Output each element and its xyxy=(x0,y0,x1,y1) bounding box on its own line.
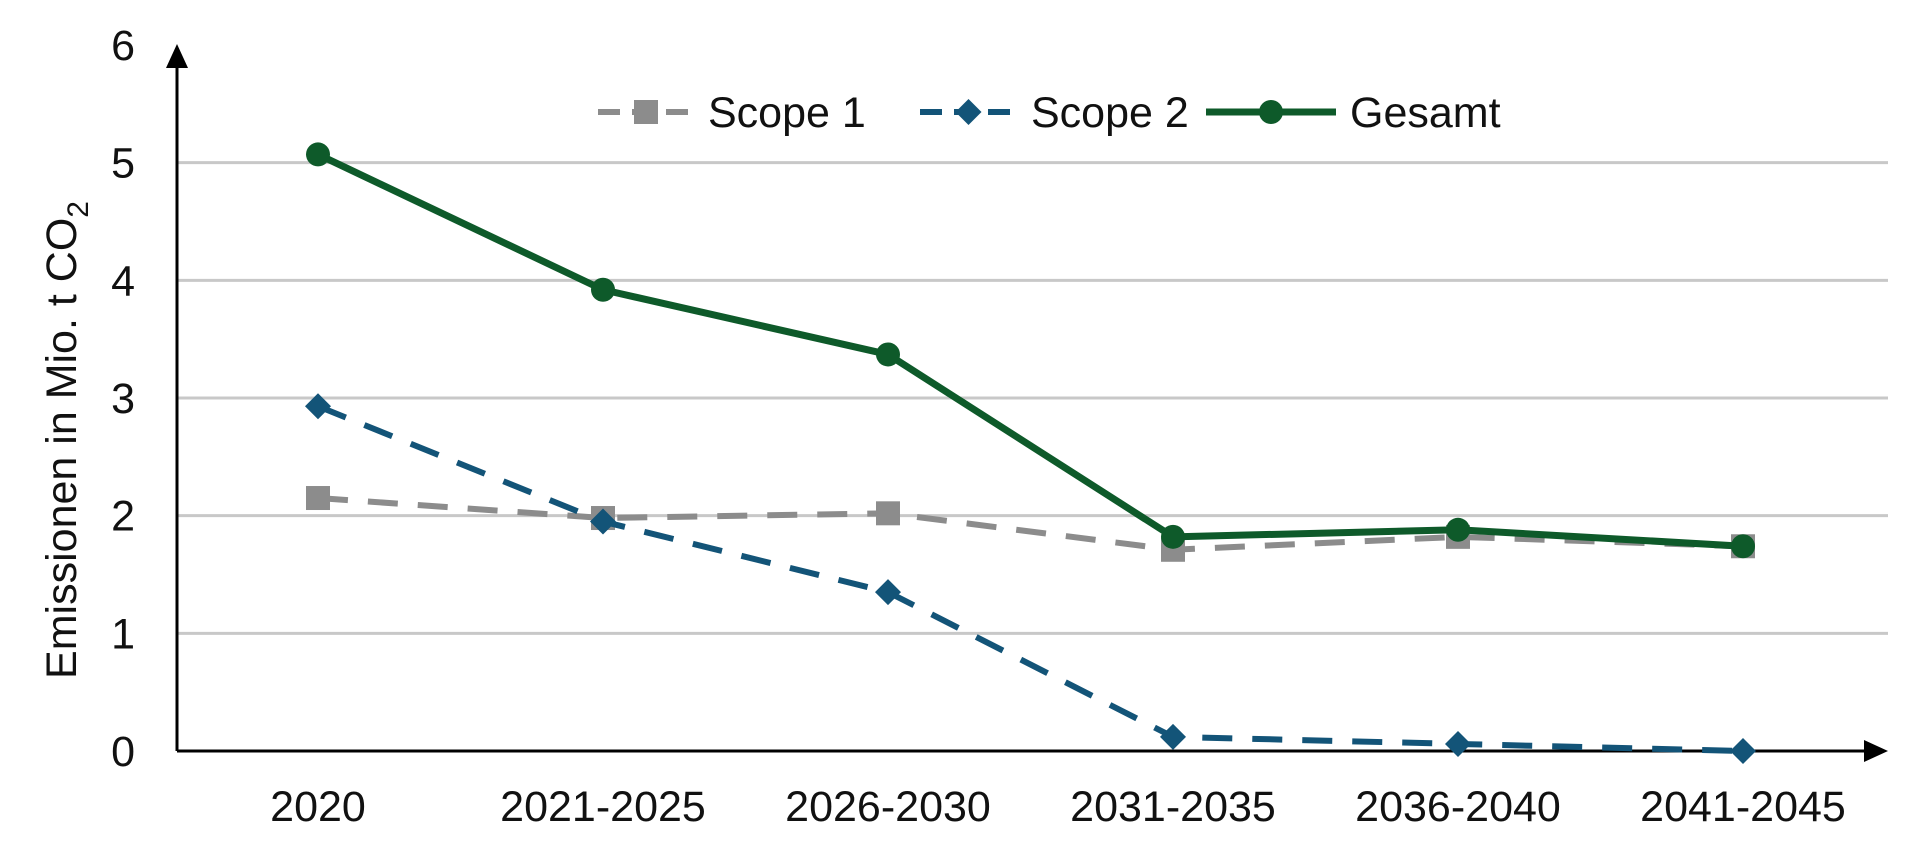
x-axis-arrow xyxy=(1864,740,1888,762)
legend: Scope 1 Scope 2 Gesamt xyxy=(598,89,1501,137)
series-gesamt xyxy=(306,142,1755,559)
data-point xyxy=(306,142,330,167)
series-scope-2 xyxy=(305,393,1756,764)
x-tick-label: 2031-2035 xyxy=(1070,783,1276,831)
legend-item: Gesamt xyxy=(1206,89,1501,137)
legend-item: Scope 1 xyxy=(598,89,866,137)
data-point xyxy=(1446,517,1470,542)
data-point xyxy=(591,277,615,302)
x-tick-labels: 2020 2021-2025 2026-2030 2031-2035 2036-2040… xyxy=(270,783,1846,831)
x-tick-label: 2041-2045 xyxy=(1640,783,1846,831)
series-line xyxy=(316,151,1744,550)
series-line xyxy=(316,403,1744,754)
data-point xyxy=(305,393,331,420)
data-point xyxy=(876,342,900,367)
series-line xyxy=(317,495,1744,553)
data-point xyxy=(875,579,901,606)
series-lines xyxy=(305,142,1756,764)
data-point xyxy=(1161,524,1185,549)
y-tick-label: 4 xyxy=(111,257,135,305)
y-tick-label: 5 xyxy=(111,140,135,188)
legend-label: Scope 2 xyxy=(1031,89,1189,137)
x-tick-label: 2021-2025 xyxy=(500,783,706,831)
data-point xyxy=(1730,738,1756,764)
legend-swatch-marker xyxy=(634,100,658,124)
y-tick-label: 0 xyxy=(111,728,135,776)
y-tick-label: 2 xyxy=(111,493,135,541)
data-point xyxy=(1731,534,1755,559)
x-tick-label: 2026-2030 xyxy=(785,783,991,831)
legend-swatch-marker xyxy=(1259,100,1283,124)
series-scope-1 xyxy=(306,486,1755,562)
legend-label: Gesamt xyxy=(1350,89,1501,137)
y-tick-label: 3 xyxy=(111,375,135,423)
gridlines xyxy=(177,161,1888,635)
data-point xyxy=(876,501,900,526)
y-tick-label: 6 xyxy=(111,22,135,70)
legend-swatch-marker xyxy=(955,99,982,125)
legend-label: Scope 1 xyxy=(708,89,866,137)
y-tick-labels: 0 1 2 3 4 5 6 xyxy=(111,22,135,776)
x-tick-label: 2036-2040 xyxy=(1355,783,1561,831)
y-tick-label: 1 xyxy=(111,610,135,658)
y-axis-title: Emissionen in Mio. t CO2 xyxy=(38,201,95,679)
data-point xyxy=(1445,730,1471,757)
data-point xyxy=(590,508,616,535)
x-tick-label: 2020 xyxy=(270,783,366,831)
legend-item: Scope 2 xyxy=(920,89,1189,137)
y-axis-title-subscript: 2 xyxy=(62,201,95,218)
data-point xyxy=(306,486,330,511)
data-point xyxy=(1160,723,1186,750)
axes xyxy=(166,44,1888,762)
y-axis-arrow xyxy=(166,44,188,68)
